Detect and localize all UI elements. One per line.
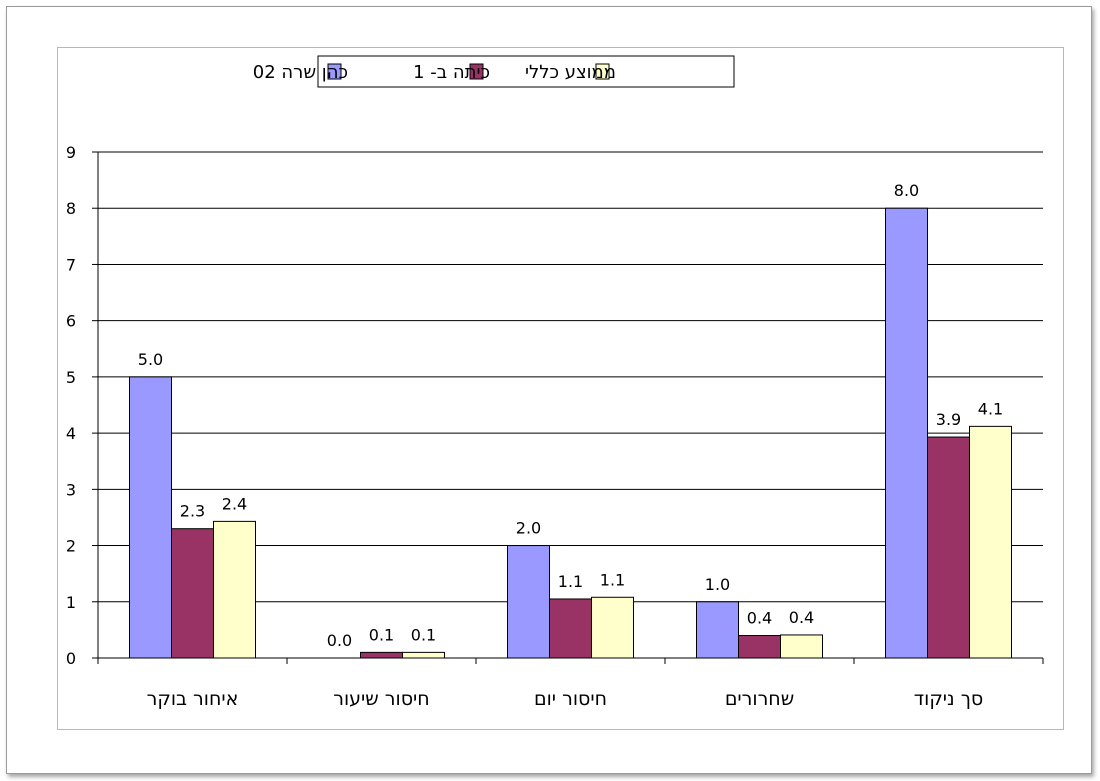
data-label: 2.0 xyxy=(516,519,541,538)
y-tick-label: 0 xyxy=(66,649,76,668)
bar xyxy=(507,545,550,659)
legend-swatch xyxy=(469,63,484,80)
data-label: 1.1 xyxy=(600,570,625,589)
bar xyxy=(213,520,256,659)
x-tick-label: חיסור שיעור xyxy=(333,688,429,710)
x-tick-labels: איחור בוקר חיסור שיעור חיסור יום שחרורים סך … xyxy=(147,688,984,710)
data-labels: 5.0 0.0 2.0 1.0 8.0 2.3 0.1 1.1 0.4 3.9 2.4 0.1 1.1 0… xyxy=(138,181,1003,650)
legend-swatch xyxy=(327,63,342,80)
y-tick-label: 6 xyxy=(66,312,76,331)
legend-box xyxy=(317,55,735,88)
data-label: 2.4 xyxy=(222,494,247,513)
data-label: 5.0 xyxy=(138,350,163,369)
legend-label: כיתה ב- 1 xyxy=(413,62,490,83)
bar xyxy=(738,635,781,659)
data-label: 4.1 xyxy=(978,399,1003,418)
y-tick-label: 7 xyxy=(66,255,76,274)
data-label: 1.1 xyxy=(558,572,583,591)
y-tick-label: 9 xyxy=(66,143,76,162)
data-label: 0.4 xyxy=(747,609,772,628)
bar xyxy=(591,596,634,659)
data-label: 0.1 xyxy=(411,625,436,644)
bars xyxy=(129,207,1012,659)
legend-label: כהן שרה 02 xyxy=(253,62,348,83)
data-label: 0.0 xyxy=(327,631,352,650)
y-tick-label: 8 xyxy=(66,199,76,218)
legend-label: ממוצע כללי xyxy=(525,62,616,83)
y-tick-label: 5 xyxy=(66,368,76,387)
bar xyxy=(402,651,445,659)
y-tick-labels: 0 1 2 3 4 5 6 7 8 9 xyxy=(66,143,76,668)
y-tick-label: 3 xyxy=(66,480,76,499)
axes xyxy=(92,151,1044,664)
bar xyxy=(780,634,823,659)
data-label: 3.9 xyxy=(936,410,961,429)
data-label: 1.0 xyxy=(705,575,730,594)
legend: כהן שרה 02 כיתה ב- 1 ממוצע כללי xyxy=(253,55,735,88)
data-label: 2.3 xyxy=(180,502,205,521)
y-tick-label: 4 xyxy=(66,424,76,443)
bar xyxy=(696,601,739,659)
x-tick-label: שחרורים xyxy=(725,688,794,710)
x-tick-label: חיסור יום xyxy=(534,688,607,710)
bar xyxy=(360,651,403,659)
bar xyxy=(969,425,1012,659)
data-label: 8.0 xyxy=(894,181,919,200)
y-tick-label: 1 xyxy=(66,593,76,612)
data-label: 0.1 xyxy=(369,625,394,644)
bar xyxy=(549,598,592,659)
bar xyxy=(927,436,970,659)
legend-swatch xyxy=(595,63,610,80)
data-label: 0.4 xyxy=(789,608,814,627)
bar xyxy=(885,207,928,659)
x-tick-label: סך ניקוד xyxy=(914,688,983,710)
bar xyxy=(129,376,172,659)
x-tick-label: איחור בוקר xyxy=(147,688,239,710)
y-tick-label: 2 xyxy=(66,537,76,556)
bar xyxy=(171,528,214,659)
